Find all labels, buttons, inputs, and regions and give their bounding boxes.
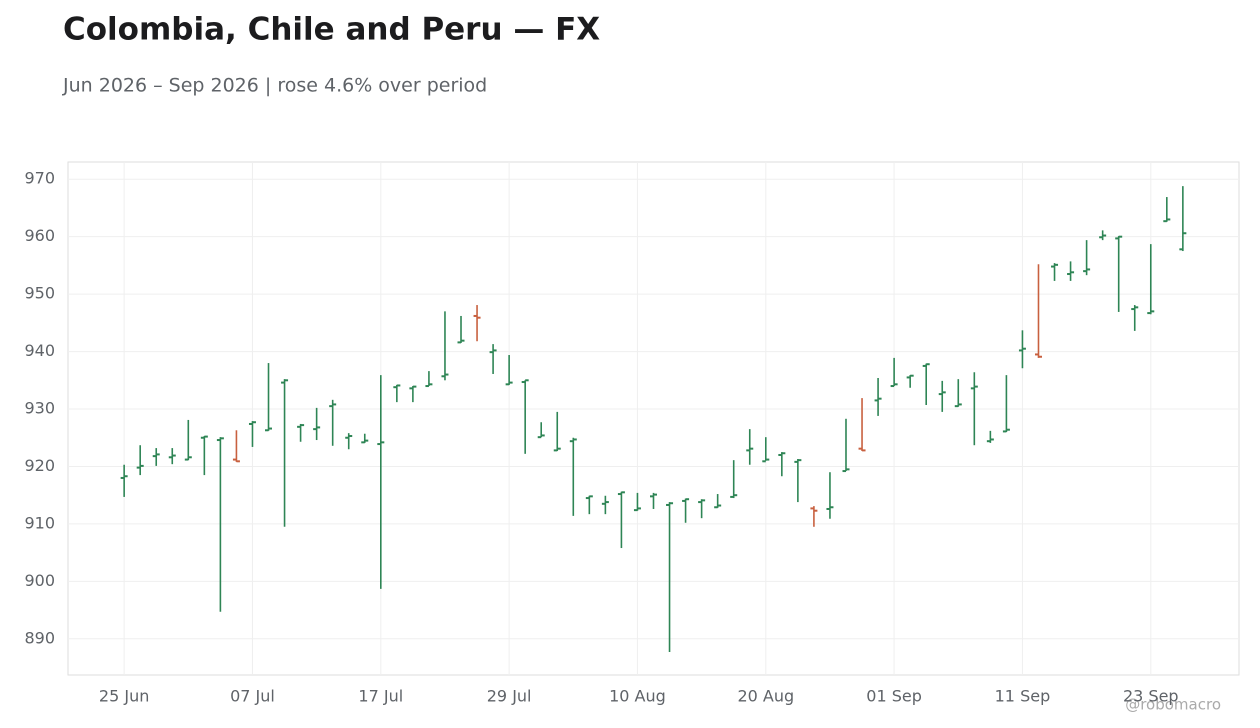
chart-title: Colombia, Chile and Peru — FX: [63, 12, 600, 48]
credit: @robomacro: [1125, 696, 1221, 714]
x-tick-label: 11 Sep: [995, 687, 1051, 706]
x-tick-label: 29 Jul: [487, 687, 532, 706]
x-tick-label: 07 Jul: [230, 687, 275, 706]
y-tick-label: 960: [24, 226, 55, 245]
x-tick-label: 01 Sep: [866, 687, 922, 706]
x-tick-label: 20 Aug: [737, 687, 794, 706]
y-tick-label: 940: [24, 341, 55, 360]
x-tick-label: 25 Jun: [99, 687, 149, 706]
y-tick-label: 890: [24, 628, 55, 647]
x-tick-label: 23 Sep: [1123, 687, 1179, 706]
y-tick-label: 970: [24, 169, 55, 188]
y-tick-label: 910: [24, 513, 55, 532]
plot-frame: [67, 161, 1240, 676]
y-tick-label: 900: [24, 571, 55, 590]
y-tick-label: 930: [24, 399, 55, 418]
x-tick-label: 17 Jul: [358, 687, 403, 706]
y-tick-label: 920: [24, 456, 55, 475]
x-tick-label: 10 Aug: [609, 687, 666, 706]
chart-subtitle: Jun 2026 – Sep 2026 | rose 4.6% over per…: [62, 75, 487, 97]
y-tick-label: 950: [24, 284, 55, 303]
